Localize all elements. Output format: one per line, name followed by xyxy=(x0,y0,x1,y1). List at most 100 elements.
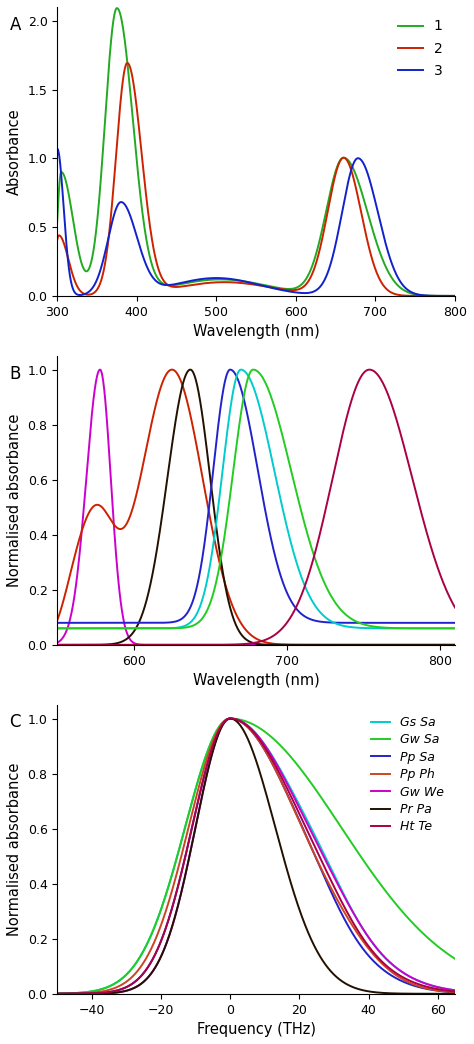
Pp Sa xyxy=(248,725,254,737)
Gs Sa xyxy=(368,934,374,947)
Gs Sa xyxy=(452,984,458,997)
Line: 2: 2 xyxy=(57,63,455,295)
Line: Gs Sa: Gs Sa xyxy=(57,718,455,994)
Line: 1: 1 xyxy=(57,8,455,295)
Pp Sa xyxy=(75,988,81,1000)
Gw Sa xyxy=(441,945,447,957)
Pp Ph xyxy=(55,988,60,1000)
Pr Pa xyxy=(248,740,254,753)
3 xyxy=(441,289,447,302)
1 xyxy=(75,240,81,253)
Gw We xyxy=(441,982,447,995)
Pr Pa xyxy=(55,988,60,1000)
1 xyxy=(452,289,458,302)
Gs Sa xyxy=(228,712,233,725)
Legend: Gs Sa, Gw Sa, Pp Sa, Pp Ph, Gw We, Pr Pa, Ht Te: Gs Sa, Gw Sa, Pp Sa, Pp Ph, Gw We, Pr Pa… xyxy=(366,711,449,838)
Gs Sa xyxy=(441,982,447,995)
Gs Sa xyxy=(237,715,243,728)
X-axis label: Frequency (THz): Frequency (THz) xyxy=(197,1022,316,1037)
Pp Ph xyxy=(75,988,81,1000)
Pp Sa xyxy=(441,986,447,998)
Pp Ph xyxy=(237,715,243,728)
Gw Sa xyxy=(55,988,60,1000)
Pp Ph xyxy=(441,986,447,998)
2 xyxy=(368,247,374,260)
1 xyxy=(441,289,447,302)
Pp Sa xyxy=(368,952,374,965)
Gw Sa xyxy=(228,712,233,725)
1 xyxy=(237,275,243,287)
Ht Te xyxy=(228,712,233,725)
Gw Sa xyxy=(248,717,254,730)
1 xyxy=(368,217,374,230)
2 xyxy=(248,278,254,290)
Gs Sa xyxy=(55,988,60,1000)
Y-axis label: Normalised absorbance: Normalised absorbance xyxy=(7,413,22,587)
X-axis label: Wavelength (nm): Wavelength (nm) xyxy=(193,673,319,688)
Pp Ph xyxy=(452,987,458,999)
1 xyxy=(441,289,447,302)
Pr Pa xyxy=(237,719,243,732)
Gw We xyxy=(237,715,243,728)
Text: C: C xyxy=(9,713,21,732)
Ht Te xyxy=(441,983,447,996)
Gw Sa xyxy=(237,713,243,726)
3 xyxy=(452,289,458,302)
Gw We xyxy=(55,988,60,1000)
Text: B: B xyxy=(9,364,21,382)
Line: Gw We: Gw We xyxy=(57,718,455,994)
Gw We xyxy=(441,982,447,995)
2 xyxy=(452,289,458,302)
3 xyxy=(440,289,446,302)
Line: Ht Te: Ht Te xyxy=(57,718,455,994)
Gw We xyxy=(368,934,374,947)
X-axis label: Wavelength (nm): Wavelength (nm) xyxy=(193,325,319,339)
2 xyxy=(441,289,447,302)
Pr Pa xyxy=(441,988,447,1000)
Gw We xyxy=(228,712,233,725)
Gs Sa xyxy=(248,722,254,735)
Ht Te xyxy=(75,988,81,1000)
Gw We xyxy=(248,722,254,735)
Line: Pp Ph: Pp Ph xyxy=(57,718,455,994)
Legend: 1, 2, 3: 1, 2, 3 xyxy=(392,14,448,84)
Pr Pa xyxy=(452,988,458,1000)
Pp Sa xyxy=(55,988,60,1000)
3 xyxy=(75,288,81,301)
Gw Sa xyxy=(452,952,458,965)
2 xyxy=(75,281,81,293)
Pr Pa xyxy=(368,986,374,998)
Ht Te xyxy=(452,986,458,998)
3 xyxy=(237,275,243,287)
Ht Te xyxy=(55,988,60,1000)
Ht Te xyxy=(441,983,447,996)
Y-axis label: Absorbance: Absorbance xyxy=(7,109,22,195)
3 xyxy=(368,176,374,189)
Y-axis label: Normalised absorbance: Normalised absorbance xyxy=(7,762,22,936)
Gw Sa xyxy=(368,864,374,877)
Pr Pa xyxy=(75,988,81,1000)
Line: 3: 3 xyxy=(57,148,455,295)
Gw Sa xyxy=(441,945,447,957)
2 xyxy=(441,289,447,302)
Line: Gw Sa: Gw Sa xyxy=(57,718,455,994)
Ht Te xyxy=(368,943,374,955)
2 xyxy=(125,56,130,69)
Ht Te xyxy=(248,723,254,736)
1 xyxy=(55,214,60,227)
Pp Sa xyxy=(441,986,447,998)
2 xyxy=(237,277,243,289)
Pp Sa xyxy=(452,987,458,999)
Text: A: A xyxy=(9,16,21,33)
1 xyxy=(248,277,254,289)
Gw We xyxy=(452,984,458,997)
Ht Te xyxy=(237,715,243,728)
Gw Sa xyxy=(75,987,81,999)
Pp Ph xyxy=(368,945,374,957)
Pr Pa xyxy=(441,988,447,1000)
Pr Pa xyxy=(228,712,233,725)
3 xyxy=(248,277,254,289)
Pp Sa xyxy=(237,715,243,728)
Gs Sa xyxy=(441,982,447,995)
Line: Pp Sa: Pp Sa xyxy=(57,718,455,994)
